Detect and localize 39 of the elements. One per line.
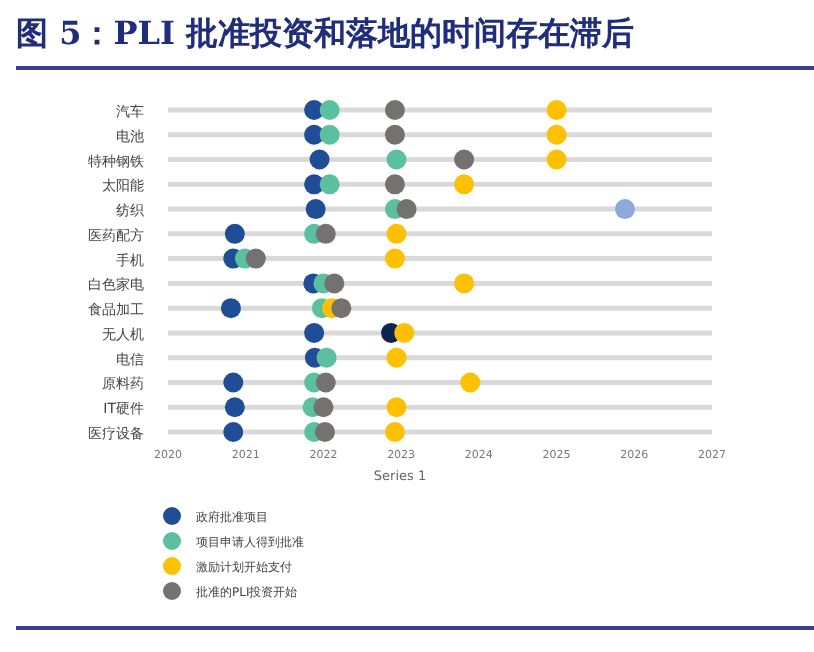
point	[331, 298, 352, 319]
point	[220, 298, 241, 319]
chart-title: 图 5：PLI 批准投资和落地的时间存在滞后	[16, 14, 635, 52]
point	[319, 100, 340, 120]
point	[384, 248, 405, 269]
point	[386, 223, 407, 244]
point	[315, 223, 336, 244]
point	[386, 397, 407, 418]
point	[386, 149, 407, 170]
point	[454, 273, 475, 294]
point	[460, 372, 481, 393]
point	[394, 322, 415, 343]
point	[316, 347, 337, 368]
point	[546, 124, 567, 145]
point	[223, 372, 244, 393]
point	[305, 199, 326, 220]
point	[245, 248, 266, 269]
point	[309, 149, 330, 170]
point	[454, 149, 475, 170]
point	[224, 223, 245, 244]
point	[304, 322, 325, 343]
point	[384, 100, 405, 120]
point	[546, 100, 567, 120]
point	[223, 422, 244, 442]
point	[313, 397, 334, 418]
point	[384, 422, 405, 442]
point	[454, 174, 475, 195]
point	[386, 347, 407, 368]
point	[319, 174, 340, 195]
point	[614, 199, 635, 220]
point	[546, 149, 567, 170]
point	[384, 174, 405, 195]
point	[324, 273, 345, 294]
point	[384, 124, 405, 145]
point	[396, 199, 417, 220]
point	[315, 372, 336, 393]
point	[224, 397, 245, 418]
point	[319, 124, 340, 145]
point	[314, 422, 335, 442]
